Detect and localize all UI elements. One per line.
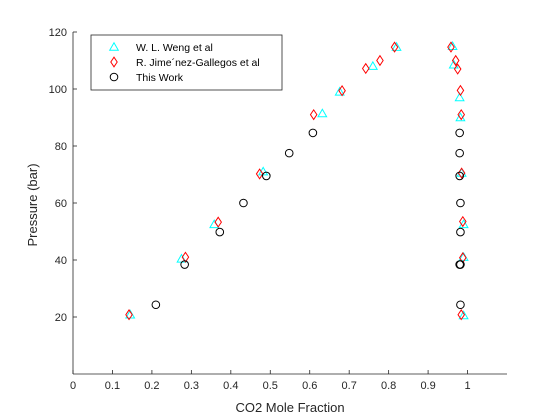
data-point: [457, 167, 466, 179]
data-point: [309, 108, 318, 121]
x-tick-label: 0.8: [381, 380, 396, 392]
x-tick-label: 0.2: [144, 380, 159, 392]
legend: W. L. Weng et al R. Jime´nez-Gallegos et…: [90, 34, 283, 91]
legend-marker-circle: [109, 72, 119, 82]
data-point: [455, 148, 464, 158]
legend-marker: [108, 41, 120, 51]
data-point: [308, 128, 318, 138]
data-point: [459, 215, 467, 228]
data-point: [457, 108, 466, 121]
data-point: [456, 227, 465, 237]
x-tick-label: 0.9: [420, 380, 435, 392]
x-tick-label: 0.4: [223, 380, 238, 392]
legend-marker-diamond: [110, 56, 118, 68]
data-point: [215, 227, 225, 237]
x-tick-label: 0.7: [342, 380, 357, 392]
data-point: [451, 54, 460, 67]
data-point: [454, 92, 465, 102]
y-tick-label: 120: [49, 27, 67, 39]
data-point: [376, 54, 384, 67]
x-tick-label: 0: [70, 380, 76, 392]
series-diamond: [125, 41, 467, 321]
legend-label: This Work: [136, 72, 184, 84]
data-point: [209, 219, 220, 229]
data-point: [180, 260, 189, 269]
data-point: [181, 251, 190, 263]
data-point: [456, 260, 465, 269]
data-point: [334, 86, 345, 96]
legend-label: R. Jime´nez-Gallegos et al: [136, 57, 260, 69]
legend-entry-jimenez: R. Jime´nez-Gallegos et al: [110, 56, 260, 69]
series-circle: [151, 128, 465, 310]
legend-entry-this-work: This Work: [109, 72, 184, 84]
legend-label: W. L. Weng et al: [136, 42, 213, 54]
data-point: [447, 40, 458, 50]
y-tick-label: 60: [55, 198, 67, 210]
data-point: [457, 309, 466, 321]
y-tick-label: 20: [55, 312, 67, 324]
y-tick-label: 40: [55, 255, 67, 267]
x-tick-label: 1: [464, 380, 470, 392]
data-point: [284, 148, 294, 158]
data-point: [456, 300, 465, 310]
data-point: [338, 85, 346, 97]
legend-entry-weng: W. L. Weng et al: [108, 41, 213, 54]
x-tick-label: 0.5: [263, 380, 278, 392]
x-axis-title: CO2 Mole Fraction: [235, 400, 344, 415]
x-tick-label: 0.1: [105, 380, 120, 392]
data-point: [455, 128, 464, 138]
data-point: [390, 41, 399, 53]
x-tick-label: 0.6: [302, 380, 317, 392]
data-point: [458, 310, 469, 320]
data-point: [151, 300, 161, 310]
data-point: [255, 168, 264, 180]
data-point: [214, 216, 222, 228]
series-triangle: [125, 40, 469, 320]
data-point: [317, 108, 328, 118]
data-point: [125, 309, 133, 321]
data-point: [239, 198, 248, 208]
data-point: [456, 198, 465, 208]
legend-box: [90, 34, 283, 91]
data-point: [367, 60, 379, 70]
data-point: [361, 62, 370, 75]
legend-marker: [109, 72, 119, 82]
data-point: [391, 41, 402, 51]
data-point: [447, 41, 455, 53]
y-tick-label: 100: [49, 84, 67, 96]
y-tick-label: 80: [55, 141, 67, 153]
data-point: [456, 84, 465, 97]
data-marks: [125, 40, 469, 321]
x-tick-label: 0.3: [184, 380, 199, 392]
legend-marker: [110, 56, 118, 68]
data-point: [455, 171, 464, 181]
legend-marker-triangle: [108, 41, 120, 51]
data-point: [453, 63, 462, 75]
axes: 0 0.1 0.2 0.3 0.4 0.5 0.6 0.7 0.8 0.9 120406080100…: [49, 27, 507, 392]
y-axis-title: Pressure (bar): [25, 163, 40, 246]
data-point: [262, 171, 271, 181]
